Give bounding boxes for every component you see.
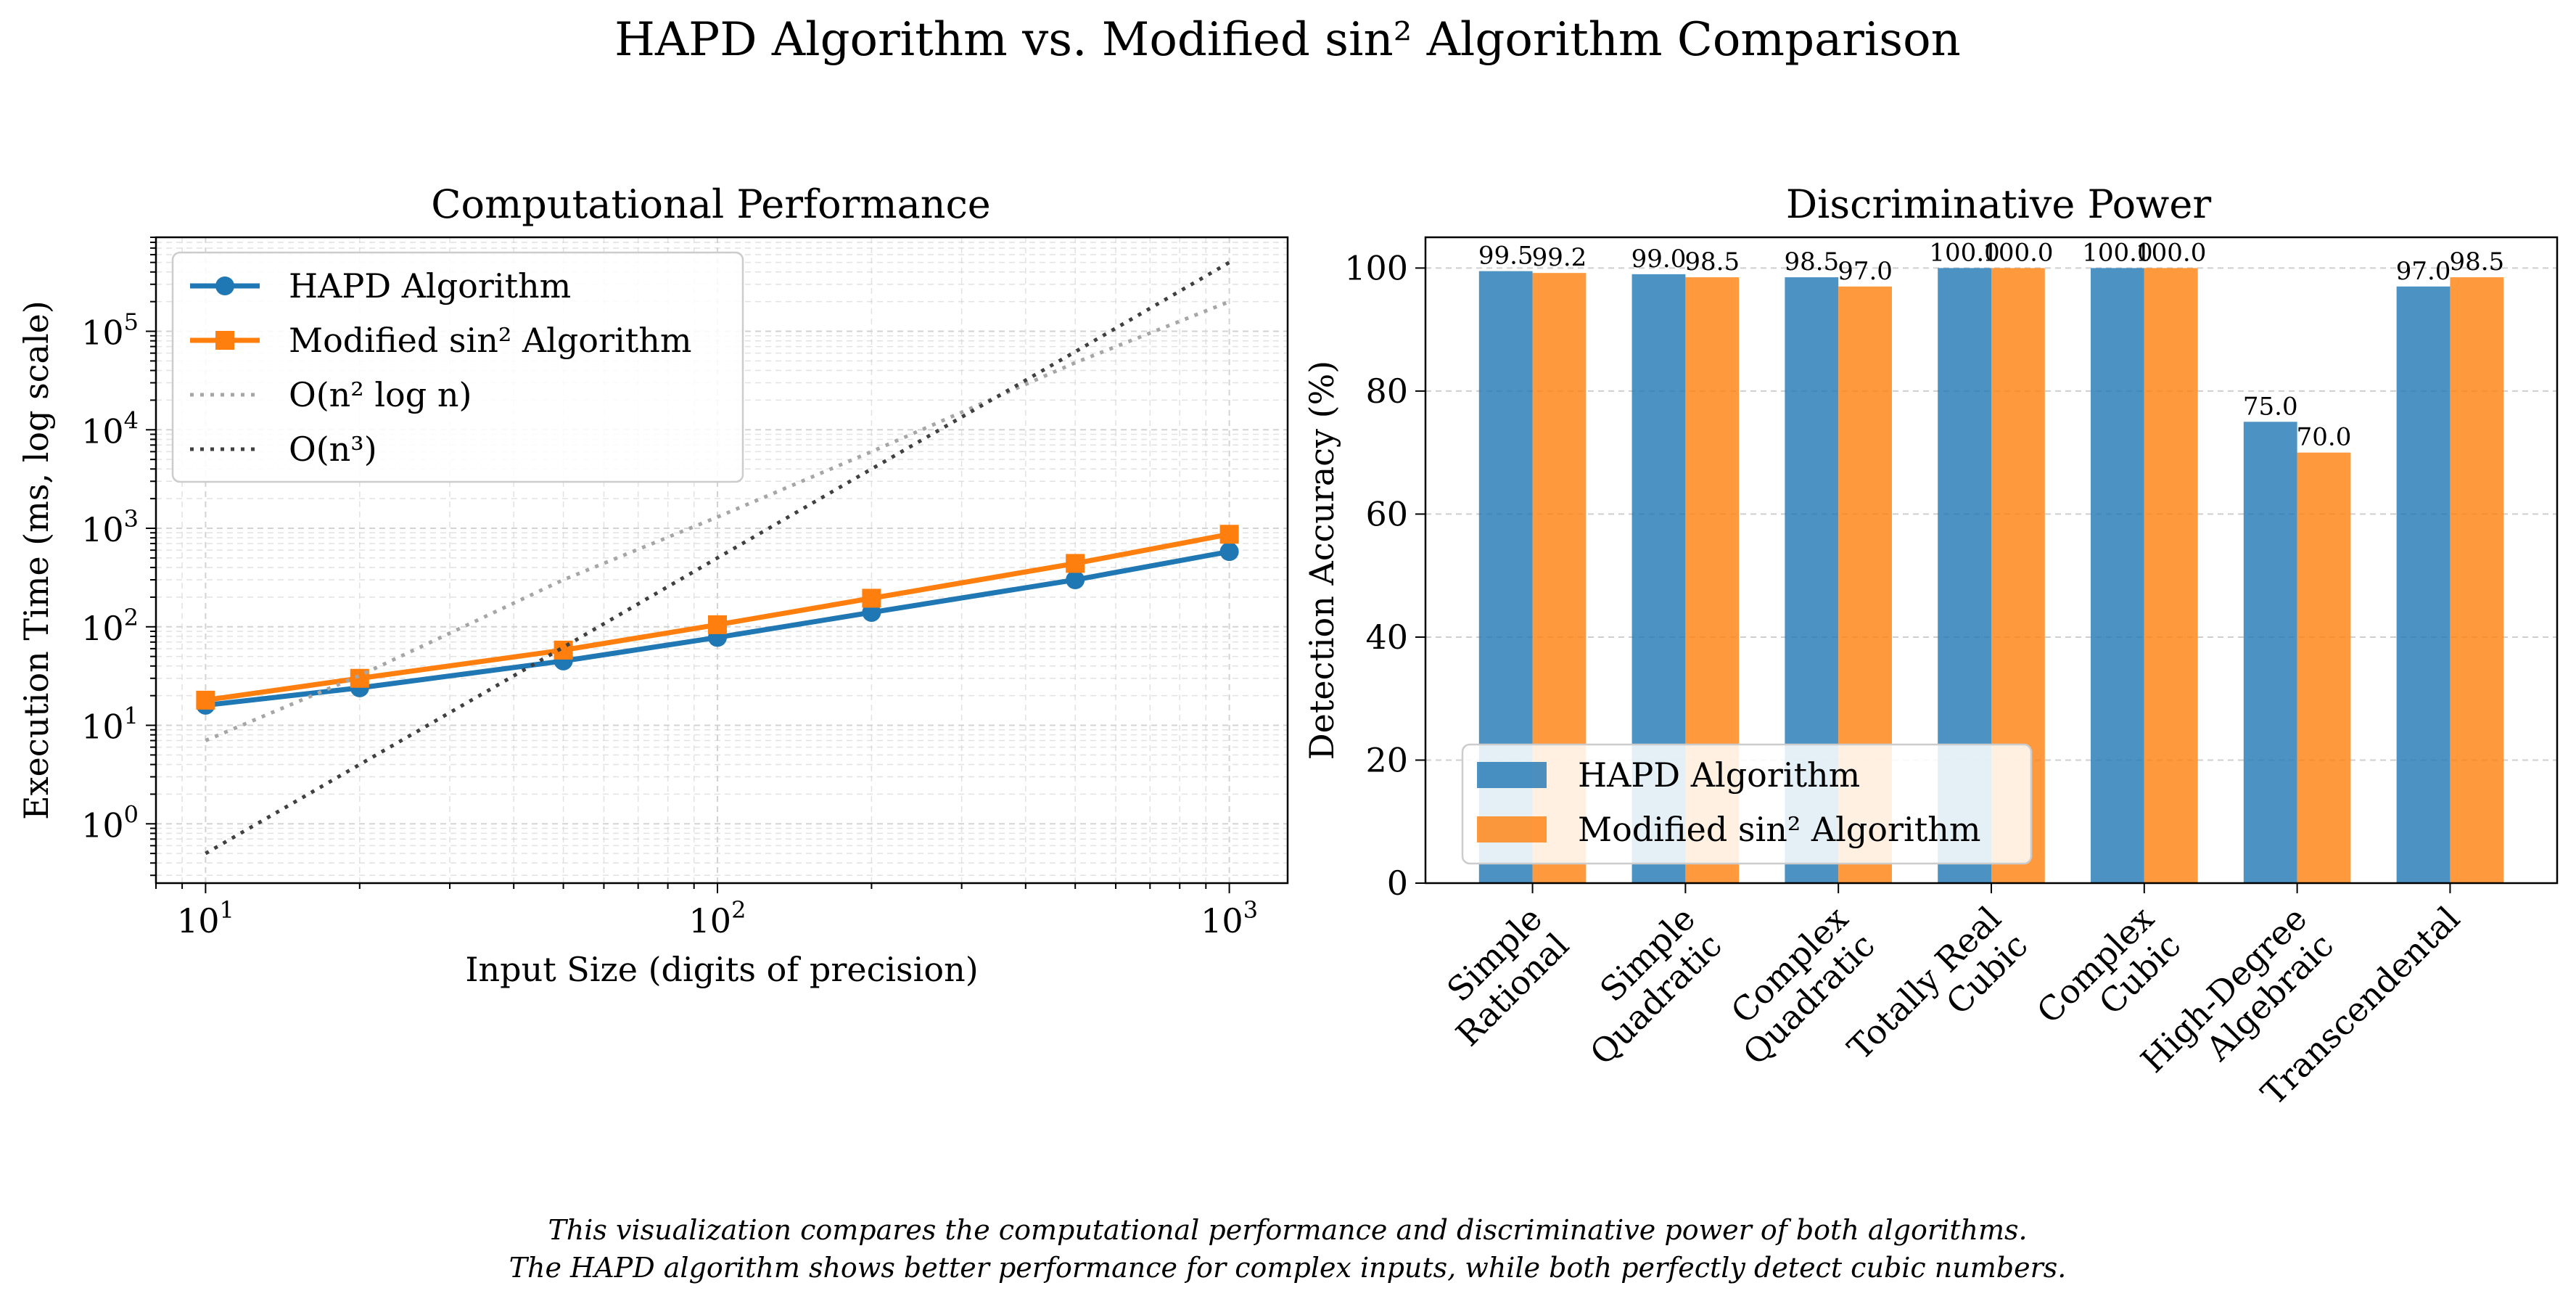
accuracy-legend-box	[1461, 743, 2033, 865]
caption-line-2: The HAPD algorithm shows better performa…	[509, 1252, 2067, 1284]
accuracy-bar-value-label: 100.0	[2082, 238, 2152, 267]
performance-legend-box	[171, 251, 744, 483]
performance-point-sin2	[196, 690, 215, 710]
accuracy-y-axis-label: Detection Accuracy (%)	[1302, 361, 1341, 760]
accuracy-y-tick-label: 0	[1387, 864, 1408, 903]
accuracy-legend-swatch	[1477, 762, 1547, 788]
accuracy-bar-value-label: 98.5	[1684, 247, 1740, 276]
performance-point-sin2	[1219, 525, 1239, 544]
accuracy-bar-value-label: 75.0	[2243, 392, 2298, 421]
accuracy-bar-sin2	[2297, 452, 2351, 883]
performance-point-hapd	[1219, 542, 1239, 562]
performance-series	[196, 261, 1239, 856]
performance-chart-title: Computational Performance	[431, 181, 991, 227]
accuracy-bar-sin2	[2450, 277, 2504, 884]
performance-legend-label: O(n² log n)	[289, 375, 472, 414]
accuracy-legend-label: Modified sin² Algorithm	[1578, 810, 1980, 849]
performance-series-line-n3	[205, 261, 1230, 856]
accuracy-bar-value-label: 98.5	[1784, 247, 1839, 276]
performance-point-sin2	[707, 615, 727, 634]
performance-point-hapd	[1066, 570, 1085, 590]
caption-line-1: This visualization compares the computat…	[548, 1214, 2027, 1246]
performance-plot-frame	[155, 236, 1289, 885]
performance-point-sin2	[862, 589, 881, 608]
accuracy-bar-value-label: 99.0	[1631, 245, 1687, 274]
figure-title: HAPD Algorithm vs. Modified sin² Algorit…	[614, 13, 1961, 67]
performance-x-tick-label: 101	[177, 896, 234, 940]
performance-point-hapd	[862, 602, 881, 622]
performance-x-tick-label: 102	[689, 896, 746, 940]
accuracy-y-tick-label: 20	[1365, 740, 1408, 779]
performance-legend-label: Modified sin² Algorithm	[289, 321, 691, 360]
accuracy-legend-swatch	[1477, 816, 1547, 842]
performance-x-tick-label: 103	[1201, 896, 1258, 940]
accuracy-bar-value-label: 100.0	[1983, 238, 2053, 267]
accuracy-bar-value-label: 97.0	[2396, 257, 2451, 286]
accuracy-bar-value-label: 99.2	[1532, 243, 1587, 272]
performance-y-tick-label: 103	[81, 505, 139, 549]
performance-legend-marker	[215, 276, 234, 295]
performance-chart: Computational Performance 101 102 10310010…	[17, 181, 1289, 989]
accuracy-bar-sin2	[2144, 268, 2198, 883]
performance-legend-marker	[215, 331, 234, 350]
performance-ticks: 101 102 103 100 101 102 103 104 105	[81, 237, 1258, 940]
accuracy-y-tick-label: 100	[1344, 248, 1408, 287]
accuracy-bar-value-label: 100.0	[2136, 238, 2206, 267]
accuracy-y-tick-label: 80	[1365, 372, 1408, 411]
performance-legend: HAPD Algorithm Modified sin² Algorithm O(n…	[171, 251, 744, 483]
performance-point-sin2	[554, 640, 573, 660]
performance-series-line-nlogn	[205, 300, 1230, 742]
accuracy-bar-hapd	[2396, 286, 2451, 883]
accuracy-bar-value-label: 100.0	[1929, 238, 1999, 267]
performance-y-axis-label: Execution Time (ms, log scale)	[17, 300, 56, 820]
accuracy-bar-value-label: 70.0	[2297, 423, 2352, 452]
accuracy-y-tick-label: 40	[1365, 618, 1408, 657]
performance-legend-label: O(n³)	[289, 430, 377, 469]
accuracy-bar-hapd	[2243, 422, 2297, 883]
performance-y-tick-label: 104	[81, 406, 139, 451]
performance-y-tick-label: 102	[81, 604, 139, 648]
accuracy-bar-hapd	[2091, 268, 2144, 883]
accuracy-legend-label: HAPD Algorithm	[1578, 755, 1860, 795]
performance-point-sin2	[1066, 554, 1085, 573]
performance-y-tick-label: 105	[81, 308, 139, 353]
accuracy-chart-title: Discriminative Power	[1786, 181, 2211, 227]
accuracy-y-tick-label: 60	[1365, 494, 1408, 533]
performance-y-tick-label: 100	[81, 800, 139, 845]
accuracy-legend: HAPD Algorithm Modified sin² Algorithm	[1461, 743, 2033, 865]
performance-x-axis-label: Input Size (digits of precision)	[465, 950, 978, 989]
accuracy-bar-value-label: 97.0	[1838, 257, 1893, 286]
performance-y-tick-label: 101	[81, 702, 139, 747]
accuracy-bar-value-label: 98.5	[2449, 247, 2504, 276]
accuracy-bar-value-label: 99.5	[1478, 242, 1534, 271]
performance-legend-label: HAPD Algorithm	[289, 266, 571, 306]
